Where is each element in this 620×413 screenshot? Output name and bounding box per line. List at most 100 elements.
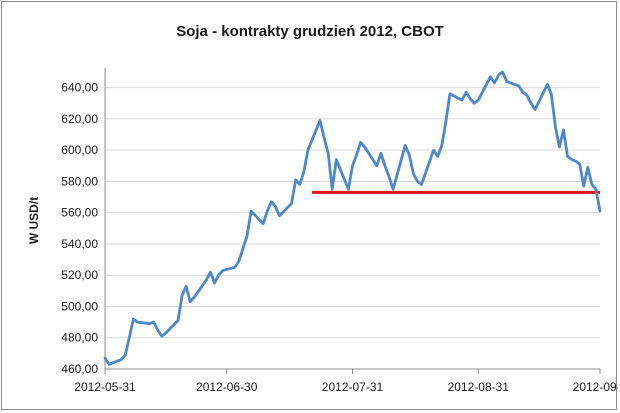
data-point — [217, 274, 220, 277]
data-point — [477, 99, 480, 101]
data-point — [392, 188, 394, 191]
data-point — [246, 235, 248, 237]
y-axis-label: W USD/t — [27, 197, 41, 244]
data-point — [599, 210, 601, 212]
data-point — [562, 129, 565, 131]
data-point — [124, 354, 127, 356]
data-point — [213, 282, 216, 284]
data-point — [578, 163, 581, 166]
data-point — [221, 269, 224, 272]
data-point — [189, 300, 192, 303]
y-axis-ticks: 460,00 480,00 500,00 520,00 540,00 560,00 580,… — [61, 81, 98, 376]
data-point — [347, 188, 350, 191]
data-point — [193, 296, 196, 298]
chart-title: Soja - kontrakty grudzień 2012, CBOT — [176, 23, 444, 40]
data-point — [250, 210, 252, 212]
y-tick-label: 480,00 — [61, 331, 98, 345]
data-point — [465, 91, 467, 94]
data-point — [546, 83, 549, 86]
data-point — [449, 93, 451, 95]
data-point — [404, 144, 407, 147]
data-points — [104, 71, 601, 366]
data-point — [461, 99, 463, 101]
y-tick-label: 520,00 — [61, 268, 98, 282]
data-point — [303, 171, 305, 173]
data-point — [436, 155, 439, 158]
data-point — [530, 102, 532, 105]
data-point — [278, 215, 281, 217]
data-point — [445, 121, 447, 123]
data-point — [181, 294, 183, 297]
data-point — [270, 200, 273, 203]
data-point — [493, 82, 496, 84]
data-point — [412, 172, 415, 175]
data-point — [327, 152, 329, 155]
x-tick-label: 2012-09-3 — [573, 380, 618, 394]
data-point — [384, 164, 386, 167]
data-point — [266, 210, 269, 212]
data-point — [376, 164, 378, 167]
data-point — [432, 149, 435, 151]
series-line — [103, 70, 602, 366]
data-point — [595, 188, 597, 191]
data-point — [323, 136, 325, 139]
data-point — [209, 271, 212, 273]
data-point — [574, 160, 577, 162]
data-point — [351, 164, 354, 167]
x-tick-label: 2012-07-31 — [322, 380, 384, 394]
data-point — [505, 80, 508, 83]
data-point — [566, 155, 569, 158]
data-point — [136, 321, 139, 323]
data-point — [416, 180, 419, 183]
data-point — [469, 97, 471, 100]
x-tick-label: 2012-08-31 — [448, 380, 510, 394]
y-tick-label: 620,00 — [61, 112, 98, 126]
data-point — [331, 188, 334, 191]
y-tick-label: 640,00 — [61, 81, 98, 95]
data-point — [165, 332, 167, 334]
data-point — [290, 202, 293, 205]
data-point — [234, 266, 236, 269]
grid — [104, 68, 600, 370]
data-point — [363, 146, 366, 148]
data-point — [132, 318, 135, 320]
data-point — [558, 146, 561, 148]
data-point — [355, 154, 358, 156]
data-point — [388, 175, 390, 178]
data-point — [359, 141, 362, 144]
data-point — [274, 205, 277, 208]
data-point — [120, 358, 123, 361]
data-point — [501, 71, 504, 73]
y-tick-label: 460,00 — [61, 362, 98, 376]
data-point — [570, 158, 573, 161]
data-point — [526, 94, 528, 97]
data-point — [294, 179, 297, 181]
data-point — [408, 154, 411, 156]
data-point — [152, 321, 155, 323]
y-tick-label: 560,00 — [61, 206, 98, 220]
data-point — [554, 125, 557, 128]
x-tick-label: 2012-05-31 — [74, 380, 136, 394]
data-point — [591, 183, 593, 186]
data-point — [185, 285, 187, 287]
data-point — [335, 158, 338, 161]
y-tick-label: 580,00 — [61, 174, 98, 188]
data-point — [489, 75, 492, 78]
data-point — [587, 166, 589, 169]
data-point — [108, 363, 110, 366]
data-point — [522, 91, 524, 94]
y-tick-label: 540,00 — [61, 237, 98, 251]
data-point — [104, 357, 106, 359]
data-point — [473, 102, 476, 105]
data-point — [161, 335, 163, 337]
data-point — [307, 149, 309, 151]
data-point — [319, 119, 321, 122]
data-point — [177, 319, 179, 322]
data-point — [262, 222, 265, 225]
data-point — [148, 322, 151, 325]
data-point — [518, 85, 520, 87]
data-point — [582, 185, 585, 187]
data-point — [420, 183, 423, 186]
data-point — [497, 74, 500, 76]
